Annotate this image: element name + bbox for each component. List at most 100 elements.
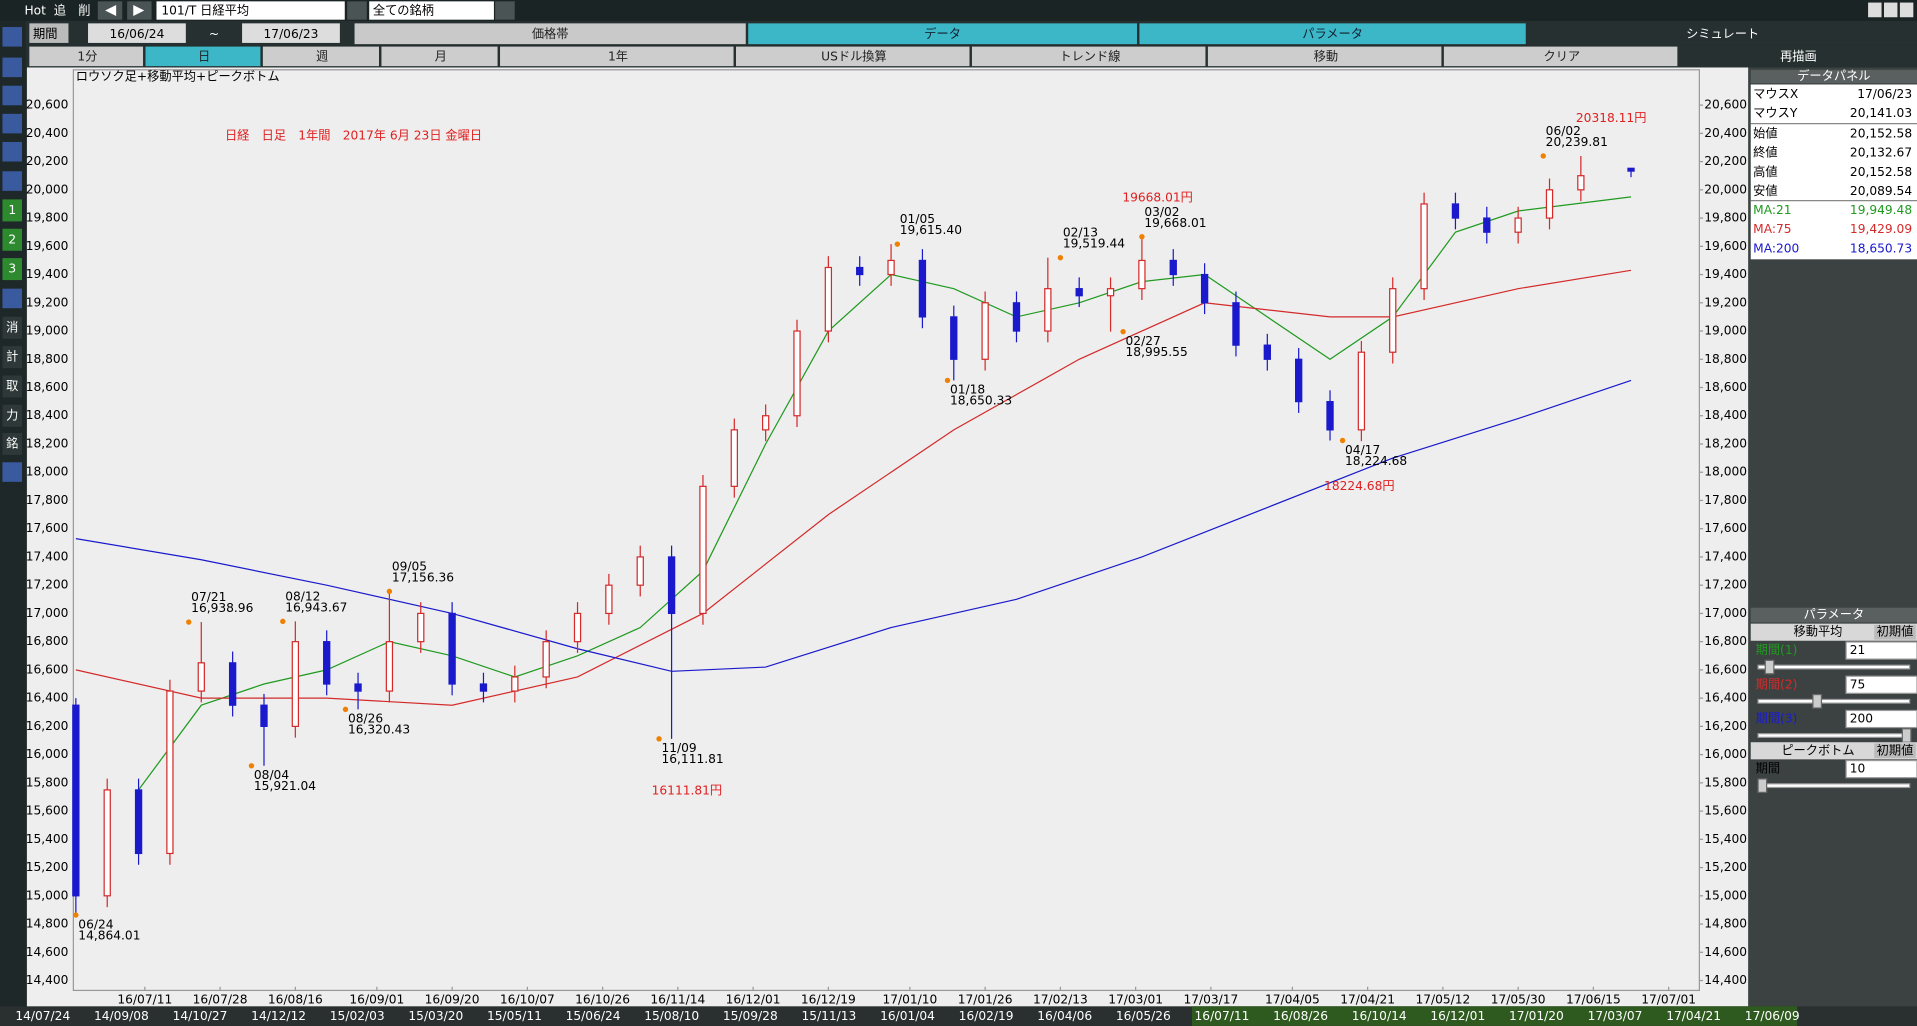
toolbar-button[interactable] <box>500 46 734 67</box>
tab[interactable] <box>354 23 746 45</box>
toolbar-button-label[interactable]: 月 <box>435 49 447 63</box>
symbol-dropdown[interactable] <box>347 1 367 20</box>
toolbar-button[interactable] <box>145 46 261 67</box>
toolbar-button[interactable] <box>1443 46 1678 67</box>
slider-knob[interactable] <box>1901 728 1912 743</box>
tool-label[interactable]: 1 <box>8 203 16 217</box>
tool-icon[interactable] <box>2 258 23 281</box>
y2-tick-label: 14,800 <box>1704 917 1747 931</box>
window-button[interactable] <box>1899 2 1914 18</box>
y2-tick-label: 19,400 <box>1704 267 1747 281</box>
add-button[interactable]: 追 <box>54 3 66 18</box>
tool-icon[interactable] <box>2 199 23 222</box>
period-to-box[interactable] <box>242 23 340 43</box>
tab-label[interactable]: パラメータ <box>1302 27 1363 41</box>
icon-next <box>133 5 145 17</box>
filter-dropdown[interactable] <box>495 1 515 20</box>
filter-box[interactable] <box>369 1 494 20</box>
tab[interactable] <box>1528 23 1917 45</box>
period-from-box[interactable] <box>88 23 186 43</box>
timeline-label: 15/06/24 <box>566 1009 621 1023</box>
timeline-range[interactable] <box>1192 1006 1798 1026</box>
peak-marker <box>342 706 349 713</box>
toolbar-button-label[interactable]: トレンド線 <box>1059 48 1120 63</box>
y-tick-label: 15,200 <box>26 860 69 874</box>
reset-button[interactable] <box>1874 743 1916 759</box>
data-value: 20,152.58 <box>1850 126 1912 140</box>
tool-icon[interactable] <box>2 171 23 191</box>
tool-label[interactable]: 銘 <box>6 435 18 450</box>
slider-knob[interactable] <box>1757 778 1768 793</box>
x-tick-label: 17/05/30 <box>1491 993 1546 1007</box>
toolbar-button[interactable] <box>262 46 379 67</box>
tool-icon[interactable] <box>2 375 23 398</box>
candle-body <box>354 683 362 692</box>
toolbar-button[interactable] <box>1207 46 1442 67</box>
slider-knob[interactable] <box>1812 693 1823 709</box>
filter-name: 全ての銘柄 <box>373 3 434 18</box>
param-input[interactable] <box>1845 759 1917 779</box>
toolbar-button[interactable] <box>735 46 970 67</box>
slider-track <box>1757 783 1911 789</box>
toolbar-button-label[interactable]: USドル換算 <box>821 48 887 63</box>
param-value[interactable]: 200 <box>1850 712 1873 726</box>
toolbar-button[interactable] <box>971 46 1206 67</box>
symbol-box[interactable] <box>156 1 345 20</box>
window-button[interactable] <box>1883 2 1898 18</box>
toolbar-button-label[interactable]: 1分 <box>77 49 97 63</box>
candle-body <box>134 789 143 855</box>
tool-label[interactable]: 3 <box>8 262 16 276</box>
tool-icon[interactable] <box>2 27 23 47</box>
tool-icon[interactable] <box>2 228 23 251</box>
param-value[interactable]: 10 <box>1850 762 1866 776</box>
tool-icon[interactable] <box>2 113 23 134</box>
tool-label[interactable]: 力 <box>6 408 18 422</box>
data-value: 20,089.54 <box>1850 184 1912 198</box>
tool-label[interactable]: 取 <box>6 379 18 393</box>
y2-tick-label: 18,600 <box>1704 380 1747 394</box>
tool-icon[interactable] <box>2 141 23 162</box>
toolbar-button-label[interactable]: 日 <box>198 49 210 63</box>
param-input[interactable] <box>1845 641 1917 660</box>
reset-button[interactable] <box>1874 624 1916 640</box>
tool-icon[interactable] <box>2 85 23 106</box>
hot-button[interactable]: Hot <box>24 4 46 18</box>
toolbar-button[interactable] <box>381 46 498 67</box>
window-button[interactable] <box>1868 2 1882 18</box>
toolbar-button-label[interactable]: 週 <box>316 49 328 63</box>
tool-icon[interactable] <box>2 404 23 427</box>
tool-icon[interactable] <box>2 346 23 369</box>
timeline-label: 16/04/06 <box>1037 1009 1092 1023</box>
param-value[interactable]: 75 <box>1850 677 1866 691</box>
y-tick-label: 20,400 <box>26 126 69 140</box>
param-input[interactable] <box>1845 709 1917 729</box>
tool-label[interactable]: 消 <box>6 320 18 334</box>
toolbar-button-label[interactable]: 1年 <box>608 49 628 63</box>
tool-label[interactable]: 2 <box>8 232 16 246</box>
tool-icon[interactable] <box>2 316 23 339</box>
slider-knob[interactable] <box>1764 659 1775 675</box>
tab-label[interactable]: シミュレート <box>1686 27 1759 41</box>
param-value[interactable]: 21 <box>1850 643 1866 657</box>
toolbar-button[interactable] <box>29 46 144 67</box>
reset-label[interactable]: 初期値 <box>1877 742 1914 757</box>
toolbar-button-label[interactable]: 再描画 <box>1780 49 1817 63</box>
tab-label[interactable]: データ <box>924 26 961 41</box>
timeline-label: 15/02/03 <box>330 1009 385 1023</box>
toolbar-button-label[interactable]: クリア <box>1544 49 1581 63</box>
tool-icon[interactable] <box>2 432 23 455</box>
tab-label[interactable]: 価格帯 <box>532 26 569 41</box>
reset-label[interactable]: 初期値 <box>1877 624 1914 639</box>
tool-icon[interactable] <box>2 57 23 78</box>
tool-icon[interactable] <box>2 288 23 309</box>
tool-icon[interactable] <box>2 462 23 482</box>
toolbar-button[interactable] <box>1679 46 1915 67</box>
param-input[interactable] <box>1845 675 1917 694</box>
tab[interactable] <box>748 23 1137 45</box>
delete-button[interactable]: 削 <box>78 4 90 18</box>
x-tick-label: 16/08/16 <box>268 993 323 1007</box>
toolbar-button-label[interactable]: 移動 <box>1314 49 1338 63</box>
tool-label[interactable]: 計 <box>6 349 18 364</box>
tab[interactable] <box>1139 23 1526 45</box>
y2-tick-label: 18,200 <box>1704 436 1747 450</box>
